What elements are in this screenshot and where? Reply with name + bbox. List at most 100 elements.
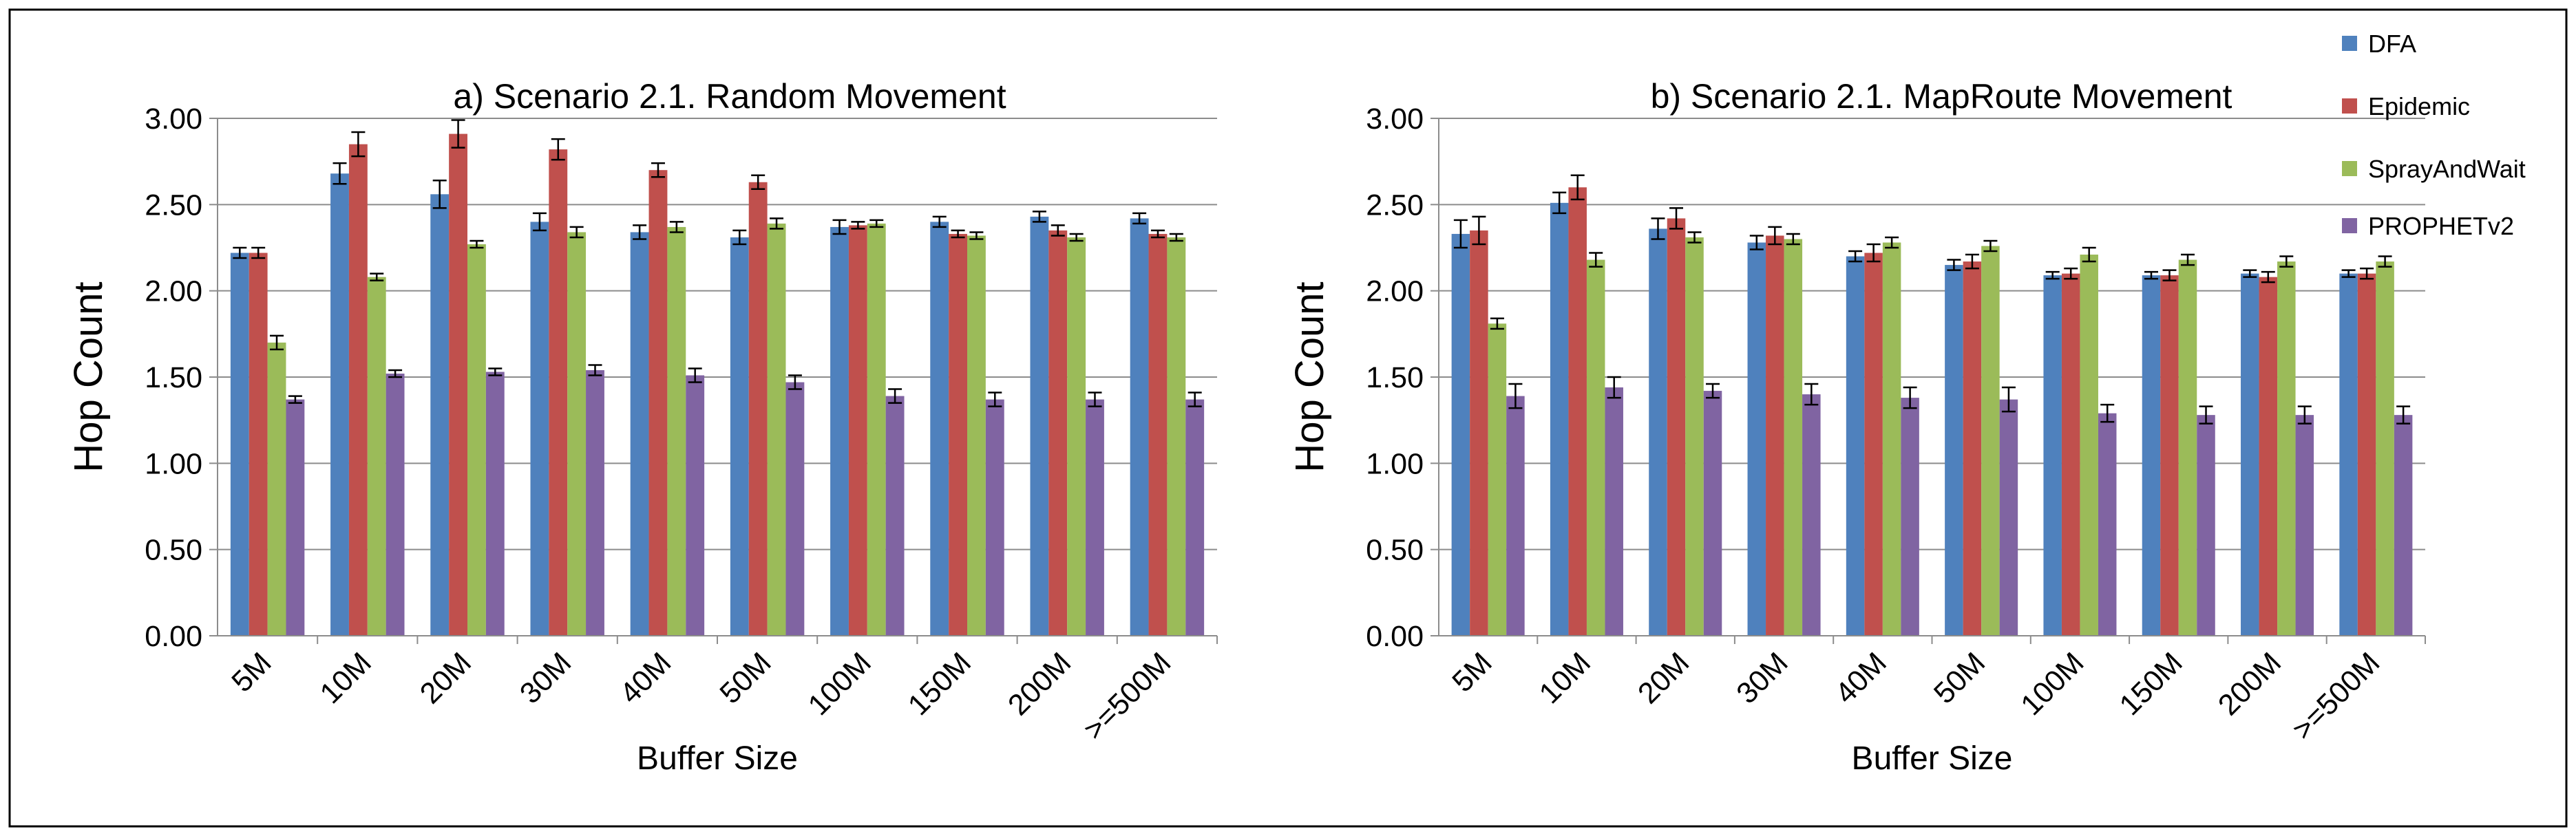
legend-swatch-prophetv2 — [2342, 218, 2357, 233]
bar-prophetv2-200m — [1086, 399, 1104, 636]
bar-prophetv2-5m — [286, 399, 305, 636]
bar-epidemic-40m — [648, 170, 668, 636]
bar-prophetv2-50m — [1999, 399, 2018, 636]
bar-epidemic-20m — [449, 133, 467, 636]
bar-dfa-200m — [2241, 273, 2259, 636]
bar-epidemic-5m — [249, 253, 268, 636]
bar-prophetv2-10m — [1605, 387, 1623, 636]
bar-epidemic-10m — [1568, 187, 1587, 636]
bar-sprayandwait-500m — [1167, 237, 1186, 636]
bar-dfa-50m — [1945, 265, 1963, 636]
legend-label-dfa: DFA — [2368, 30, 2416, 58]
legend-label-epidemic: Epidemic — [2368, 92, 2470, 120]
bar-sprayandwait-500m — [2376, 261, 2394, 636]
y-tick-label: 3.00 — [145, 103, 202, 136]
bar-prophetv2-5m — [1506, 396, 1525, 636]
y-tick-label: 1.50 — [145, 361, 202, 394]
chart-title: a) Scenario 2.1. Random Movement — [453, 77, 1006, 116]
bar-dfa-30m — [1747, 242, 1766, 636]
bar-dfa-10m — [1550, 202, 1569, 636]
bar-dfa-5m — [230, 253, 249, 636]
chart-panel-a: 0.000.501.001.502.002.503.00 5M 10M 20M 30M… — [66, 77, 1218, 777]
bar-epidemic-20m — [1667, 218, 1686, 636]
bar-epidemic-100m — [2061, 273, 2080, 636]
bar-prophetv2-20m — [485, 372, 505, 636]
bar-sprayandwait-200m — [2277, 261, 2296, 636]
y-tick-label: 3.00 — [1366, 103, 1424, 136]
bar-epidemic-500m — [2357, 273, 2376, 636]
legend-swatch-dfa — [2342, 36, 2357, 51]
bar-sprayandwait-10m — [1586, 259, 1605, 636]
bar-prophetv2-40m — [686, 375, 705, 636]
bar-sprayandwait-30m — [567, 232, 587, 636]
bar-sprayandwait-10m — [367, 277, 386, 636]
axes — [1430, 118, 2426, 644]
bar-dfa-20m — [1649, 228, 1667, 636]
bar-epidemic-30m — [1766, 235, 1784, 636]
y-axis-label: Hop Count — [1287, 281, 1332, 472]
bar-epidemic-200m — [1048, 230, 1068, 636]
bar-prophetv2-50m — [785, 382, 805, 636]
bar-epidemic-100m — [848, 225, 867, 636]
y-tick-label: 2.50 — [145, 189, 202, 222]
bar-dfa-20m — [430, 194, 450, 636]
y-tick-label: 2.50 — [1366, 189, 1424, 222]
bar-prophetv2-20m — [1703, 391, 1722, 636]
bar-epidemic-10m — [348, 144, 368, 636]
bar-prophetv2-500m — [2394, 415, 2413, 636]
bar-epidemic-50m — [748, 182, 768, 636]
y-tick-label: 0.50 — [145, 534, 202, 567]
y-tick-label: 2.00 — [145, 275, 202, 308]
bars — [1451, 174, 2413, 636]
y-tick-label: 1.00 — [145, 447, 202, 480]
legend-swatch-epidemic — [2342, 98, 2357, 114]
bar-epidemic-500m — [1148, 233, 1168, 636]
bar-sprayandwait-100m — [867, 223, 886, 636]
bar-dfa-500m — [1130, 218, 1149, 636]
bar-epidemic-5m — [1470, 230, 1488, 636]
y-tick-label: 0.00 — [145, 620, 202, 653]
bar-sprayandwait-30m — [1784, 239, 1803, 636]
axes — [209, 118, 1218, 644]
chart-title: b) Scenario 2.1. MapRoute Movement — [1651, 77, 2232, 116]
bar-sprayandwait-40m — [667, 226, 686, 636]
bar-sprayandwait-150m — [2178, 259, 2197, 636]
y-tick-labels: 0.00 0.50 1.00 1.50 2.00 2.50 3.00 — [1366, 103, 1424, 653]
y-tick-label: 1.00 — [1366, 447, 1424, 480]
bar-dfa-100m — [830, 226, 849, 636]
legend-label-prophetv2: PROPHETv2 — [2368, 212, 2514, 240]
bar-prophetv2-150m — [985, 399, 1004, 636]
bars — [230, 119, 1205, 636]
bar-prophetv2-100m — [885, 396, 905, 636]
bar-epidemic-50m — [1963, 261, 1982, 636]
bar-dfa-200m — [1030, 216, 1049, 636]
bar-prophetv2-100m — [2098, 413, 2117, 636]
bar-prophetv2-150m — [2197, 415, 2215, 636]
bar-sprayandwait-200m — [1067, 237, 1086, 636]
bar-dfa-150m — [2142, 275, 2161, 636]
bar-dfa-50m — [730, 237, 749, 636]
x-axis-label: Buffer Size — [637, 740, 798, 777]
bar-sprayandwait-50m — [1981, 246, 2000, 636]
y-axis-label: Hop Count — [66, 281, 111, 472]
legend-label-sprayandwait: SprayAndWait — [2368, 155, 2526, 183]
bar-sprayandwait-40m — [1882, 242, 1901, 636]
bar-dfa-40m — [630, 232, 649, 636]
bar-sprayandwait-150m — [967, 235, 986, 636]
bar-prophetv2-40m — [1901, 398, 1919, 636]
y-tick-label: 0.00 — [1366, 620, 1424, 653]
bar-epidemic-150m — [949, 233, 967, 636]
bar-sprayandwait-20m — [467, 244, 486, 636]
bar-dfa-10m — [330, 173, 349, 636]
bar-prophetv2-200m — [2295, 415, 2314, 636]
bar-sprayandwait-5m — [267, 342, 286, 636]
bar-epidemic-30m — [549, 149, 568, 636]
bar-epidemic-150m — [2160, 275, 2179, 636]
legend: DFA Epidemic SprayAndWait PROPHETv2 — [2342, 30, 2526, 240]
bar-dfa-5m — [1451, 233, 1470, 636]
bar-epidemic-200m — [2259, 277, 2278, 636]
y-tick-label: 0.50 — [1366, 534, 1424, 567]
bar-dfa-40m — [1846, 256, 1865, 636]
bar-sprayandwait-5m — [1488, 323, 1507, 636]
